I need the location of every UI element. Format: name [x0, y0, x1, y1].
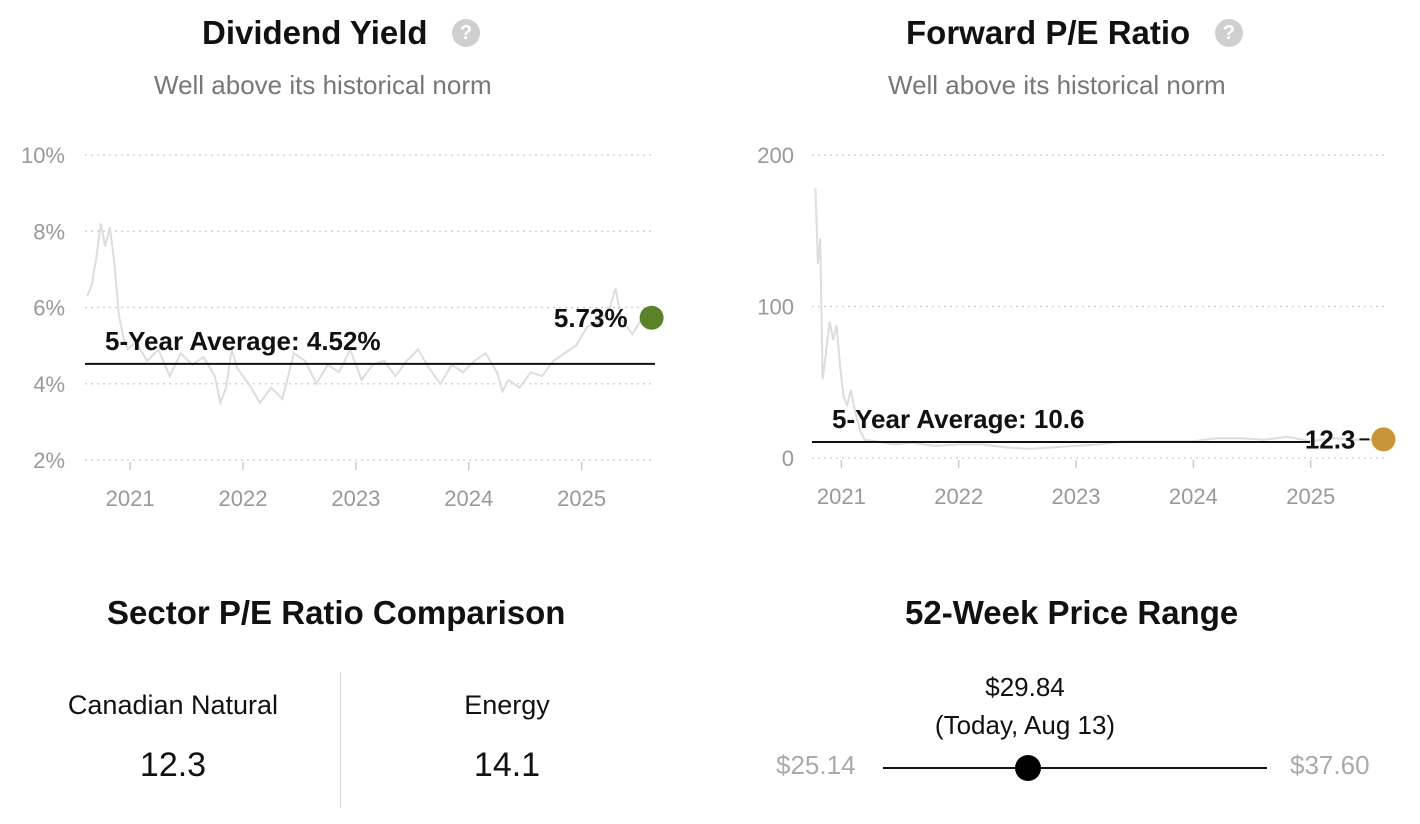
y-tick-label: 6%: [33, 296, 65, 321]
y-tick-label: 4%: [33, 372, 65, 397]
x-tick-label: 2022: [219, 486, 268, 511]
sector-name-label: Energy: [464, 690, 550, 720]
y-tick-label: 10%: [21, 143, 65, 168]
x-tick-label: 2021: [817, 484, 866, 509]
company-pe-value: 12.3: [139, 746, 207, 784]
x-tick-label: 2024: [1169, 484, 1218, 509]
x-tick-label: 2025: [1286, 484, 1335, 509]
y-tick-label: 100: [757, 295, 794, 320]
price-range-title: 52-Week Price Range: [905, 594, 1239, 631]
x-tick-label: 2021: [106, 486, 155, 511]
current-date-label: (Today, Aug 13): [934, 710, 1116, 740]
y-tick-label: 200: [757, 143, 794, 168]
forward-pe-subtitle: Well above its historical norm: [888, 70, 1226, 100]
x-tick-label: 2023: [331, 486, 380, 511]
x-tick-label: 2022: [934, 484, 983, 509]
comparison-divider: [340, 672, 341, 808]
dividend-average-label: 5-Year Average: 4.52%: [105, 326, 381, 356]
question-circle-icon[interactable]: ?: [452, 19, 480, 47]
dividend-current-label: 5.73%: [554, 303, 628, 333]
x-tick-label: 2025: [557, 486, 606, 511]
pe-average-label: 5-Year Average: 10.6: [832, 404, 1084, 434]
y-tick-label: 0: [782, 446, 794, 471]
forward-pe-series-line: [814, 188, 1384, 450]
range-high-label: $37.60: [1290, 750, 1370, 780]
range-low-label: $25.14: [776, 750, 856, 780]
dividend-current-marker[interactable]: [639, 305, 664, 330]
sector-pe-value: 14.1: [473, 746, 541, 784]
pe-current-marker[interactable]: [1371, 427, 1396, 452]
question-circle-icon[interactable]: ?: [1215, 19, 1243, 47]
dividend-yield-title: Dividend Yield: [202, 14, 428, 51]
x-tick-label: 2023: [1052, 484, 1101, 509]
dividend-yield-subtitle: Well above its historical norm: [154, 70, 492, 100]
y-tick-label: 8%: [33, 219, 65, 244]
forward-pe-chart: 200 100 0 2021 2022 2023 2024 2025 5-Year Aver…: [757, 143, 1396, 509]
x-tick-label: 2024: [444, 486, 493, 511]
sector-pe-title: Sector P/E Ratio Comparison: [107, 594, 566, 631]
dividend-yield-series-line: [86, 223, 652, 407]
forward-pe-title: Forward P/E Ratio: [906, 14, 1191, 51]
range-track: [883, 767, 1267, 769]
company-name-label: Canadian Natural: [67, 690, 279, 720]
dividend-yield-chart: 10% 8% 6% 4% 2% 2021 2022 2023 2024 2025 5-Year …: [21, 143, 664, 511]
y-tick-label: 2%: [33, 448, 65, 473]
current-price-marker[interactable]: [1014, 755, 1041, 781]
pe-current-label: 12.3: [1305, 424, 1356, 454]
current-price-label: $29.84: [985, 672, 1065, 702]
